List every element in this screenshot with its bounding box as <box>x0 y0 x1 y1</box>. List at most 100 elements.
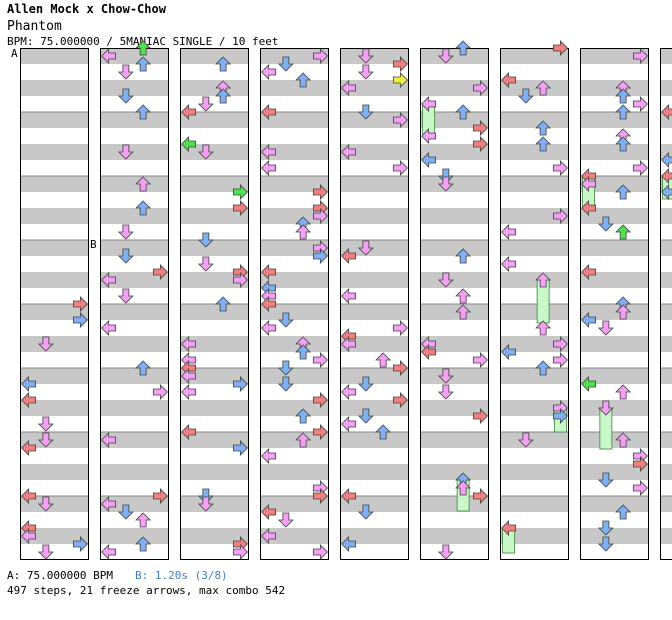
song-artist: Allen Mock x Chow-Chow <box>7 2 166 16</box>
step-arrow <box>501 72 517 88</box>
step-arrow <box>615 184 632 200</box>
step-arrow <box>181 336 197 352</box>
step-arrow <box>181 368 197 384</box>
step-arrow <box>421 152 437 168</box>
step-arrow <box>312 424 328 440</box>
step-arrow <box>437 176 454 192</box>
beat-stripe <box>420 240 489 256</box>
step-arrow <box>392 320 408 336</box>
step-arrow <box>117 248 134 264</box>
beat-stripe <box>100 528 169 544</box>
beat-stripe <box>100 336 169 352</box>
beat-stripe <box>660 336 672 352</box>
beat-stripe <box>180 464 249 480</box>
step-arrow <box>312 208 328 224</box>
beat-stripe <box>20 464 89 480</box>
step-arrow <box>535 360 552 376</box>
beat-stripe <box>500 208 569 224</box>
beat-stripe <box>420 80 489 96</box>
beat-stripe <box>340 432 409 448</box>
beat-stripe <box>20 272 89 288</box>
column-border <box>340 48 409 560</box>
step-arrow <box>597 216 614 232</box>
step-arrow <box>632 480 648 496</box>
beat-stripe <box>500 336 569 352</box>
beat-stripe <box>260 336 329 352</box>
beat-stripe <box>580 464 649 480</box>
step-arrow <box>472 120 488 136</box>
beat-stripe <box>260 272 329 288</box>
step-arrow <box>357 104 374 120</box>
beat-stripe <box>500 464 569 480</box>
step-arrow <box>472 136 488 152</box>
beat-stripe <box>340 464 409 480</box>
beat-stripe <box>100 464 169 480</box>
step-arrow <box>661 152 672 168</box>
beat-stripe <box>100 400 169 416</box>
step-arrow <box>261 144 277 160</box>
step-arrow <box>117 144 134 160</box>
step-arrow <box>21 488 37 504</box>
beat-stripe <box>180 272 249 288</box>
beat-stripe <box>20 112 89 128</box>
step-arrow <box>661 184 672 200</box>
step-arrow <box>152 488 168 504</box>
marker-a: A <box>11 47 18 60</box>
beat-stripe <box>500 176 569 192</box>
step-arrow <box>597 520 614 536</box>
beat-stripe <box>340 48 409 64</box>
step-arrow <box>437 168 454 184</box>
beat-stripe <box>100 176 169 192</box>
beat-stripe <box>420 304 489 320</box>
beat-stripe <box>420 176 489 192</box>
step-arrow <box>392 160 408 176</box>
step-arrow <box>341 416 357 432</box>
step-arrow <box>437 368 454 384</box>
step-arrow <box>181 104 197 120</box>
beat-stripe <box>340 528 409 544</box>
step-arrow <box>341 336 357 352</box>
step-arrow <box>581 264 597 280</box>
beat-stripe <box>580 528 649 544</box>
step-arrow <box>197 232 214 248</box>
beat-stripe <box>420 112 489 128</box>
bpm-a: A: 75.000000 BPM <box>7 569 113 582</box>
step-arrow <box>357 48 374 64</box>
beat-stripe <box>420 400 489 416</box>
step-arrow <box>615 504 632 520</box>
step-arrow <box>21 392 37 408</box>
step-arrow <box>261 320 277 336</box>
step-arrow <box>535 320 552 336</box>
step-arrow <box>117 64 134 80</box>
bpm-info: A: 75.000000 BPM B: 1.20s (3/8) <box>7 569 228 582</box>
beat-stripe <box>580 304 649 320</box>
step-arrow <box>261 264 277 280</box>
step-arrow <box>135 536 152 552</box>
step-arrow <box>181 424 197 440</box>
step-arrow <box>277 376 294 392</box>
step-arrow <box>312 392 328 408</box>
beat-stripe <box>340 240 409 256</box>
step-arrow <box>552 40 568 56</box>
step-arrow <box>597 536 614 552</box>
beat-stripe <box>500 48 569 64</box>
beat-stripe <box>100 240 169 256</box>
beat-stripe <box>580 336 649 352</box>
step-arrow <box>615 304 632 320</box>
step-arrow <box>37 432 54 448</box>
beat-stripe <box>20 176 89 192</box>
column-border <box>100 48 169 560</box>
step-arrow <box>375 352 392 368</box>
beat-stripe <box>660 464 672 480</box>
beat-stripe <box>20 240 89 256</box>
step-arrow <box>437 544 454 560</box>
step-arrow <box>261 104 277 120</box>
step-arrow <box>21 376 37 392</box>
step-arrow <box>312 488 328 504</box>
step-arrow <box>581 376 597 392</box>
beat-stripe <box>500 272 569 288</box>
beat-stripe <box>580 400 649 416</box>
step-arrow <box>295 432 312 448</box>
beat-stripe <box>260 208 329 224</box>
beat-stripe <box>260 464 329 480</box>
